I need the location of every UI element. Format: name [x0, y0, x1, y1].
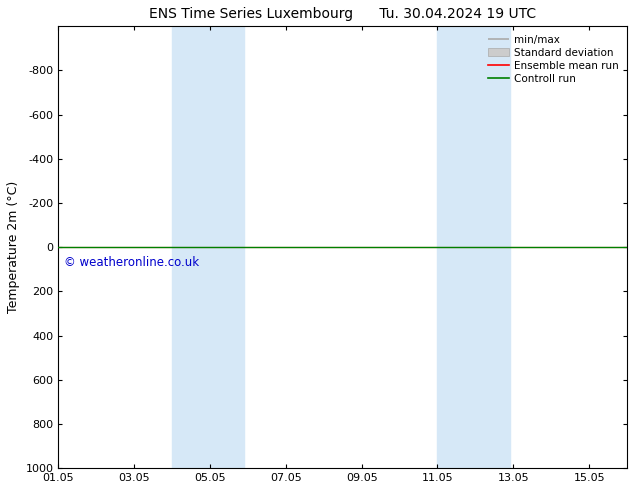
Bar	[172, 26, 244, 468]
Y-axis label: Temperature 2m (°C): Temperature 2m (°C)	[7, 181, 20, 314]
Text: © weatheronline.co.uk: © weatheronline.co.uk	[64, 256, 199, 269]
Title: ENS Time Series Luxembourg      Tu. 30.04.2024 19 UTC: ENS Time Series Luxembourg Tu. 30.04.202…	[149, 7, 536, 21]
Legend: min/max, Standard deviation, Ensemble mean run, Controll run: min/max, Standard deviation, Ensemble me…	[485, 31, 622, 87]
Bar	[437, 26, 510, 468]
